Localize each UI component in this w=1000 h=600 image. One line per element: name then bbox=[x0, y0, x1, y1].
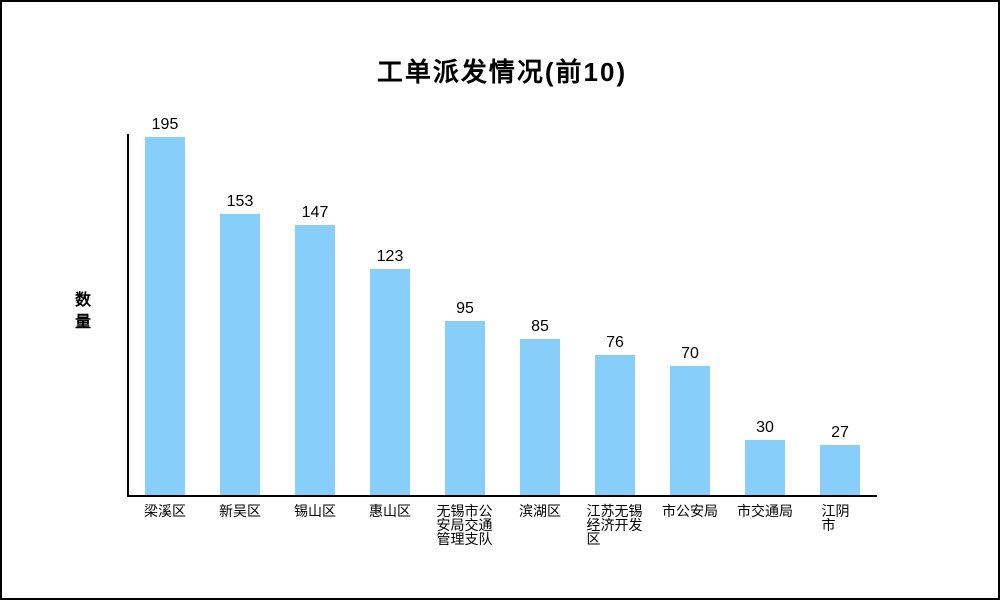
bar-value-label: 76 bbox=[606, 334, 624, 351]
x-axis-label: 市公安局 bbox=[662, 503, 718, 519]
bar bbox=[520, 339, 560, 495]
bar-value-label: 123 bbox=[376, 248, 404, 265]
x-axis-label: 无锡市公安局交通管理支队 bbox=[436, 503, 493, 547]
bar-value-label: 195 bbox=[151, 116, 179, 133]
x-axis-label: 锡山区 bbox=[294, 503, 336, 519]
x-axis-label: 滨湖区 bbox=[519, 503, 561, 519]
bar bbox=[670, 366, 710, 495]
x-axis-label: 江苏无锡经济开发区 bbox=[586, 503, 643, 547]
chart-title: 工单派发情况(前10) bbox=[376, 57, 628, 87]
x-axis-line bbox=[127, 495, 877, 497]
bar bbox=[295, 225, 335, 495]
x-axis-label: 市交通局 bbox=[737, 503, 793, 519]
plot-area: 195 梁溪区 153 新吴区 147 锡山区 123 惠山区 95 无锡市公安局交通管理支队 85… bbox=[127, 116, 877, 546]
bar bbox=[820, 445, 860, 495]
bar-value-label: 85 bbox=[531, 318, 549, 335]
bar bbox=[445, 321, 485, 495]
x-axis-label: 惠山区 bbox=[369, 503, 411, 519]
bar bbox=[220, 214, 260, 495]
bar-value-label: 27 bbox=[831, 424, 849, 441]
bar-value-label: 153 bbox=[226, 193, 254, 210]
x-axis-label: 江阴市 bbox=[821, 503, 850, 533]
x-axis-label: 梁溪区 bbox=[144, 503, 186, 519]
bar-value-label: 95 bbox=[456, 300, 474, 317]
bar bbox=[370, 269, 410, 495]
bar-value-label: 147 bbox=[301, 204, 329, 221]
bar bbox=[595, 355, 635, 495]
x-axis-label: 新吴区 bbox=[219, 503, 261, 519]
bar bbox=[745, 440, 785, 495]
y-axis-title: 数量 bbox=[74, 292, 91, 331]
bar bbox=[145, 137, 185, 495]
y-axis-line bbox=[127, 134, 129, 497]
bar-value-label: 70 bbox=[681, 345, 699, 362]
bar-value-label: 30 bbox=[756, 419, 774, 436]
